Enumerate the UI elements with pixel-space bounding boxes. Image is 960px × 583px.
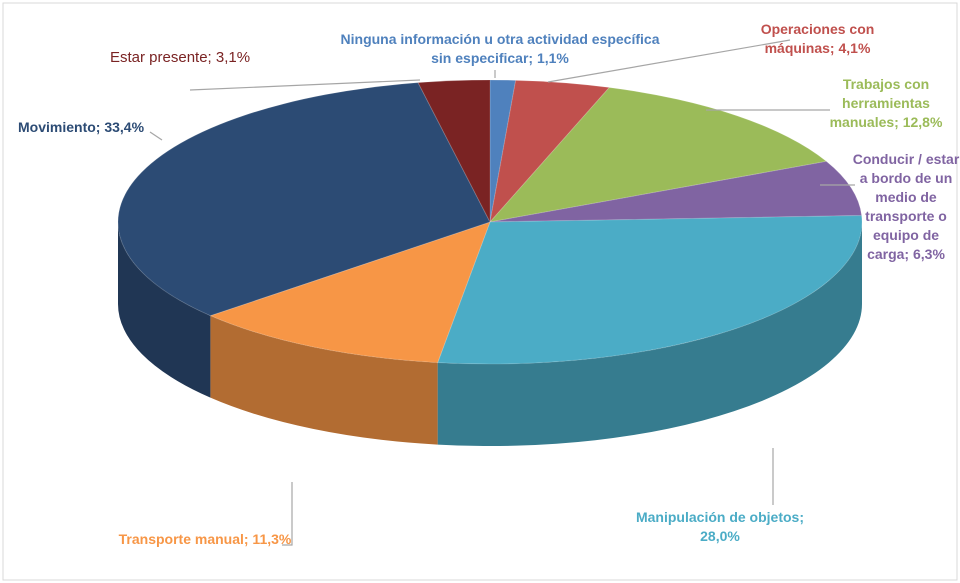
pie-slice bbox=[489, 79, 611, 224]
pie-side bbox=[117, 222, 211, 398]
data-label: Operaciones con máquinas; 4,1% bbox=[760, 21, 875, 56]
leader-line bbox=[149, 131, 163, 141]
data-label: Conducir / estar a bordo de un medio de … bbox=[852, 151, 960, 262]
pie-slice bbox=[489, 79, 517, 223]
pie-slice bbox=[117, 82, 491, 317]
pie-slice bbox=[417, 79, 491, 223]
pie-slice bbox=[488, 86, 828, 223]
pie-slice bbox=[436, 215, 863, 365]
pie-side bbox=[210, 315, 438, 445]
pie-slice bbox=[489, 160, 863, 223]
leader-line bbox=[189, 79, 421, 91]
data-label: Ninguna información u otra actividad esp… bbox=[340, 31, 660, 66]
pie-side bbox=[437, 222, 862, 446]
data-label: Trabajos con herramientas manuales; 12,8… bbox=[829, 76, 943, 130]
pie-slice bbox=[209, 221, 491, 364]
pie bbox=[117, 79, 863, 446]
leader-lines bbox=[149, 39, 855, 546]
data-label: Manipulación de objetos; 28,0% bbox=[635, 509, 804, 544]
leader-line bbox=[282, 482, 293, 546]
data-label: Transporte manual; 11,3% bbox=[118, 531, 292, 547]
leader-line bbox=[547, 39, 791, 83]
data-label: Movimiento; 33,4% bbox=[18, 119, 145, 135]
data-label: Estar presente; 3,1% bbox=[110, 49, 251, 66]
